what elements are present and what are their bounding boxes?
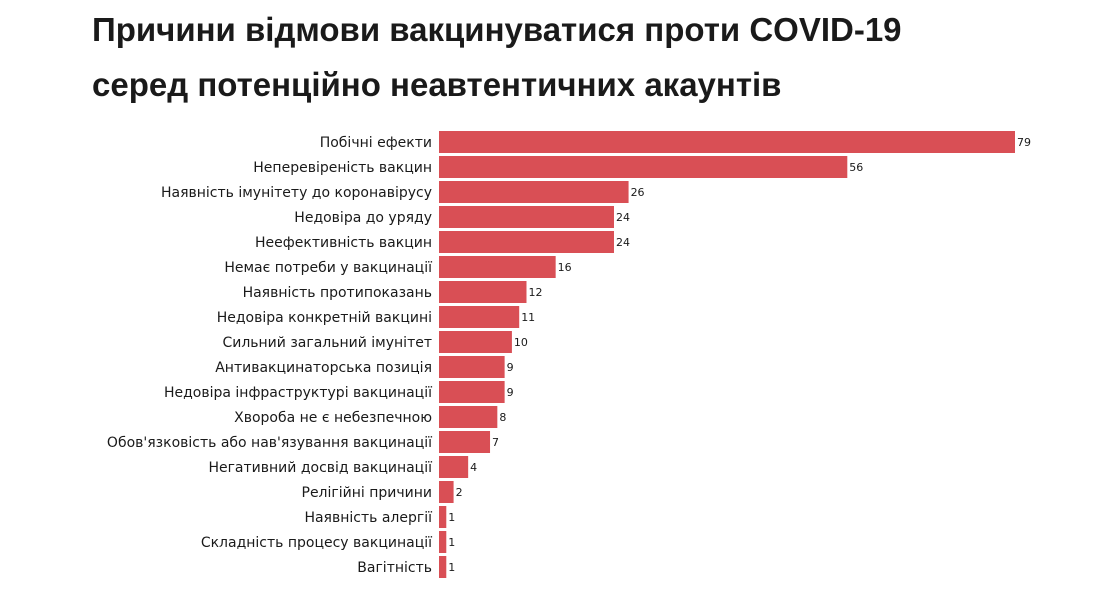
- value-label: 1: [448, 561, 455, 574]
- value-label: 1: [448, 536, 455, 549]
- value-label: 16: [558, 261, 572, 274]
- category-label: Наявність імунітету до коронавірусу: [161, 185, 432, 201]
- value-label: 24: [616, 211, 630, 224]
- chart-title-line-1: Причини відмови вакцинуватися проти COVI…: [92, 11, 902, 48]
- bar: [439, 306, 520, 328]
- bar: [439, 206, 614, 228]
- bar: [439, 556, 447, 578]
- category-label: Антивакцинаторська позиція: [215, 360, 432, 376]
- bar: [439, 431, 491, 453]
- value-label: 26: [631, 186, 645, 199]
- category-label: Хвороба не є небезпечною: [234, 410, 432, 426]
- category-label: Неефективність вакцин: [255, 235, 432, 251]
- bar: [439, 256, 556, 278]
- category-label: Сильний загальний імунітет: [222, 335, 432, 351]
- category-label: Побічні ефекти: [320, 135, 432, 151]
- bar: [439, 406, 498, 428]
- chart-title: Причини відмови вакцинуватися проти COVI…: [92, 2, 1082, 112]
- bar: [439, 331, 512, 353]
- value-label: 7: [492, 436, 499, 449]
- bar: [439, 156, 848, 178]
- chart-title-line-2: серед потенційно неавтентичних акаунтів: [92, 66, 782, 103]
- value-label: 4: [470, 461, 477, 474]
- value-label: 9: [507, 361, 514, 374]
- bar: [439, 131, 1015, 153]
- category-label: Неперевіреність вакцин: [253, 160, 432, 176]
- category-label: Негативний досвід вакцинації: [208, 460, 432, 476]
- category-label: Недовіра інфраструктурі вакцинації: [164, 385, 432, 401]
- bar: [439, 506, 447, 528]
- bar: [439, 456, 469, 478]
- bar: [439, 356, 505, 378]
- bar: [439, 381, 505, 403]
- value-label: 8: [499, 411, 506, 424]
- category-label: Обов'язковість або нав'язування вакцинац…: [107, 435, 432, 451]
- category-label: Немає потреби у вакцинації: [224, 260, 432, 276]
- value-label: 9: [507, 386, 514, 399]
- value-label: 56: [849, 161, 863, 174]
- bar: [439, 281, 527, 303]
- value-label: 24: [616, 236, 630, 249]
- bar: [439, 481, 454, 503]
- category-label: Вагітність: [357, 560, 432, 576]
- category-label: Наявність алергії: [304, 510, 432, 526]
- category-label: Наявність протипоказань: [243, 285, 432, 301]
- bar: [439, 181, 629, 203]
- value-label: 2: [456, 486, 463, 499]
- category-label: Недовіра конкретній вакцині: [217, 310, 432, 326]
- category-label: Релігійні причини: [302, 485, 433, 501]
- value-label: 11: [521, 311, 535, 324]
- category-label: Недовіра до уряду: [294, 210, 432, 226]
- bar: [439, 531, 447, 553]
- category-label: Складність процесу вакцинації: [201, 535, 432, 551]
- value-label: 10: [514, 336, 528, 349]
- value-label: 79: [1017, 136, 1031, 149]
- value-label: 12: [528, 286, 542, 299]
- value-label: 1: [448, 511, 455, 524]
- bar: [439, 231, 614, 253]
